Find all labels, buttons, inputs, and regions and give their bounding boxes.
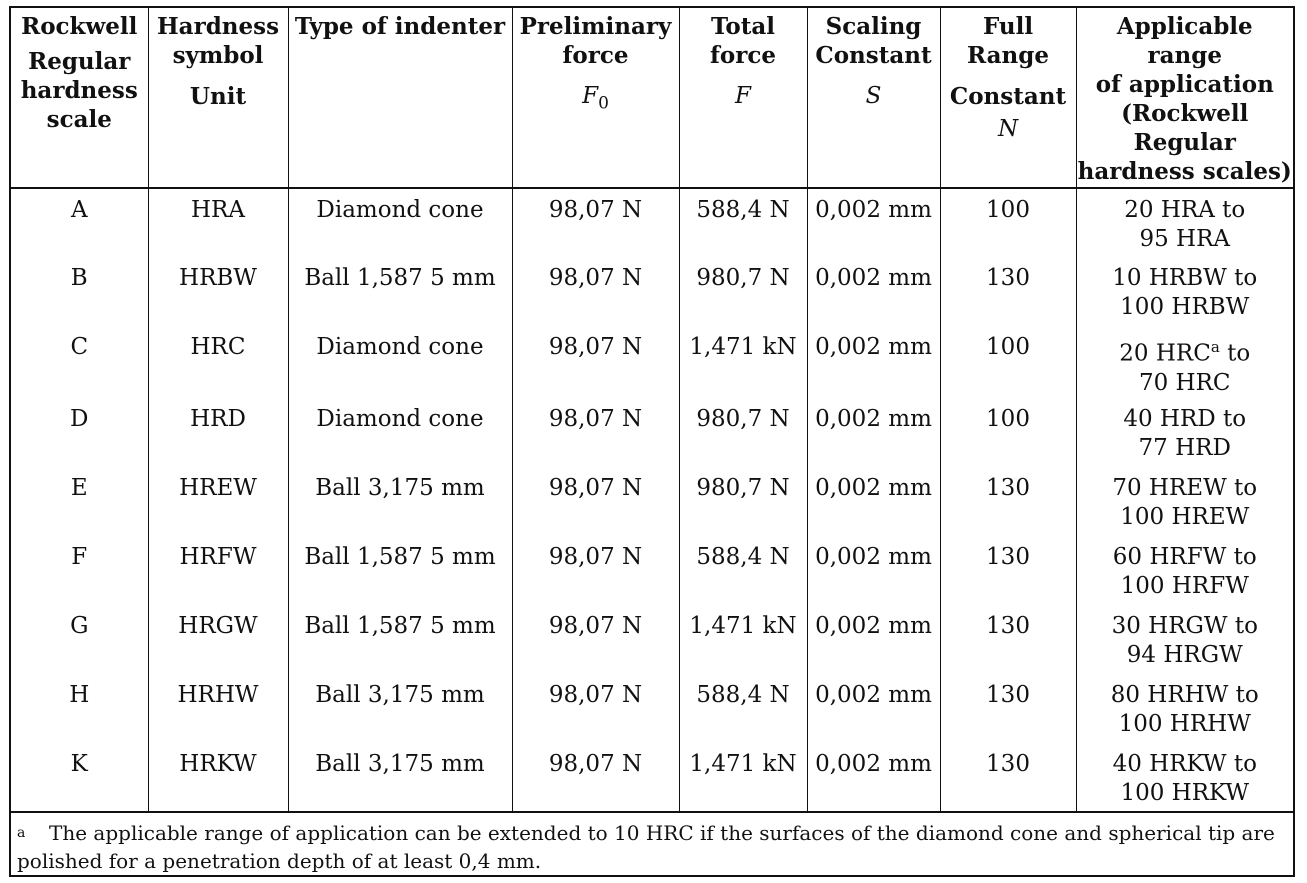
cell-symbol: HRHW <box>147 673 288 743</box>
cell-full-range-constant: 130 <box>939 742 1076 813</box>
cell-full-range-constant: 100 <box>939 326 1076 398</box>
cell-scaling-constant: 0,002 mm <box>806 535 940 605</box>
cell-applicable-range: 40 HRKW to 100 HRKW <box>1075 742 1293 813</box>
cell-scaling-constant: 0,002 mm <box>806 604 940 674</box>
cell-preliminary-force: 98,07 N <box>511 535 679 605</box>
cell-applicable-range: 80 HRHW to 100 HRHW <box>1075 673 1293 743</box>
cell-applicable-range: 10 HRBW to 100 HRBW <box>1075 257 1293 326</box>
table-row: A HRA Diamond cone 98,07 N 588,4 N 0,002… <box>11 188 1293 257</box>
cell-symbol: HRD <box>147 397 288 467</box>
cell-scaling-constant: 0,002 mm <box>806 673 940 743</box>
table-row: K HRKW Ball 3,175 mm 98,07 N 1,471 kN 0,… <box>11 742 1293 813</box>
cell-total-force: 588,4 N <box>678 188 807 257</box>
cell-total-force: 980,7 N <box>678 466 807 536</box>
preliminary-force-symbol: F0 <box>582 83 609 114</box>
cell-scale: D <box>70 405 89 432</box>
cell-indenter: Ball 1,587 5 mm <box>287 535 512 605</box>
cell-total-force: 980,7 N <box>678 397 807 467</box>
footnote-mark: a <box>17 824 26 841</box>
cell-indenter: Ball 1,587 5 mm <box>287 604 512 674</box>
cell-indenter: Ball 3,175 mm <box>287 742 512 813</box>
footnote-text: The applicable range of application can … <box>17 820 1275 873</box>
cell-scaling-constant: 0,002 mm <box>806 466 940 536</box>
cell-preliminary-force: 98,07 N <box>511 326 679 398</box>
header-scale: Rockwell Regular hardness scale <box>11 8 148 189</box>
cell-scale: B <box>70 265 88 291</box>
cell-scale: F <box>71 543 88 570</box>
cell-scale: C <box>70 334 89 360</box>
cell-full-range-constant: 130 <box>939 257 1076 326</box>
header-full-range-constant: Full Range Constant N <box>939 8 1076 189</box>
cell-full-range-constant: 130 <box>939 673 1076 743</box>
header-row: Rockwell Regular hardness scale Hardness… <box>11 8 1293 189</box>
cell-indenter: Ball 3,175 mm <box>287 466 512 536</box>
cell-scale: G <box>70 612 89 639</box>
table-row: D HRD Diamond cone 98,07 N 980,7 N 0,002… <box>11 397 1293 467</box>
cell-applicable-range: 70 HREW to 100 HREW <box>1075 466 1293 536</box>
cell-indenter: Diamond cone <box>287 397 512 467</box>
cell-scale: K <box>11 742 148 813</box>
cell-total-force: 1,471 kN <box>678 742 807 813</box>
cell-symbol: HRFW <box>147 535 288 605</box>
cell-preliminary-force: 98,07 N <box>511 604 679 674</box>
cell-scaling-constant: 0,002 mm <box>806 742 940 813</box>
table-row: C HRC Diamond cone 98,07 N 1,471 kN 0,00… <box>11 326 1293 398</box>
table-row: B HRBW Ball 1,587 5 mm 98,07 N 980,7 N 0… <box>11 257 1293 326</box>
cell-symbol: HRC <box>147 326 288 398</box>
cell-scale: H <box>69 681 90 708</box>
cell-total-force: 588,4 N <box>678 535 807 605</box>
cell-applicable-range: 20 HRA to 95 HRA <box>1075 188 1293 257</box>
table-footnote: a The applicable range of application can… <box>11 813 1293 875</box>
cell-symbol: HRKW <box>147 742 288 813</box>
cell-total-force: 1,471 kN <box>678 326 807 398</box>
cell-scaling-constant: 0,002 mm <box>806 397 940 467</box>
cell-preliminary-force: 98,07 N <box>511 742 679 813</box>
cell-full-range-constant: 130 <box>939 535 1076 605</box>
cell-full-range-constant: 130 <box>939 604 1076 674</box>
cell-applicable-range: 30 HRGW to 94 HRGW <box>1075 604 1293 674</box>
cell-preliminary-force: 98,07 N <box>511 466 679 536</box>
cell-applicable-range: 20 HRCa to 70 HRC <box>1075 326 1293 398</box>
cell-full-range-constant: 100 <box>939 397 1076 467</box>
cell-preliminary-force: 98,07 N <box>511 188 679 257</box>
table-row: H HRHW Ball 3,175 mm 98,07 N 588,4 N 0,0… <box>11 673 1293 743</box>
cell-preliminary-force: 98,07 N <box>511 257 679 326</box>
table-row: F HRFW Ball 1,587 5 mm 98,07 N 588,4 N 0… <box>11 535 1293 605</box>
cell-total-force: 1,471 kN <box>678 604 807 674</box>
cell-total-force: 588,4 N <box>678 673 807 743</box>
cell-preliminary-force: 98,07 N <box>511 397 679 467</box>
cell-indenter: Ball 1,587 5 mm <box>287 257 512 326</box>
header-scaling-constant: Scaling Constant S <box>806 8 940 189</box>
cell-scaling-constant: 0,002 mm <box>806 326 940 398</box>
cell-scaling-constant: 0,002 mm <box>806 188 940 257</box>
cell-preliminary-force: 98,07 N <box>511 673 679 743</box>
cell-total-force: 980,7 N <box>678 257 807 326</box>
table-row: E HREW Ball 3,175 mm 98,07 N 980,7 N 0,0… <box>11 466 1293 536</box>
cell-symbol: HRA <box>147 188 288 257</box>
hardness-scale-table: Rockwell Regular hardness scale Hardness… <box>11 8 1293 813</box>
cell-scaling-constant: 0,002 mm <box>806 257 940 326</box>
cell-full-range-constant: 100 <box>939 188 1076 257</box>
header-indenter: Type of indenter <box>287 8 512 189</box>
cell-indenter: Ball 3,175 mm <box>287 673 512 743</box>
header-total-force: Total force F <box>678 8 807 189</box>
cell-symbol: HRBW <box>147 257 288 326</box>
cell-indenter: Diamond cone <box>287 188 512 257</box>
table-row: G HRGW Ball 1,587 5 mm 98,07 N 1,471 kN … <box>11 604 1293 674</box>
cell-full-range-constant: 130 <box>939 466 1076 536</box>
header-symbol: Hardness symbol Unit <box>147 8 288 189</box>
cell-scale: E <box>70 474 88 501</box>
footnote-ref: a <box>1210 338 1220 356</box>
header-preliminary-force: Preliminary force F0 <box>511 8 679 189</box>
cell-scale: A <box>70 197 88 223</box>
hardness-scale-table-frame: Rockwell Regular hardness scale Hardness… <box>9 6 1295 877</box>
cell-symbol: HRGW <box>147 604 288 674</box>
cell-indenter: Diamond cone <box>287 326 512 398</box>
cell-applicable-range: 60 HRFW to 100 HRFW <box>1075 535 1293 605</box>
cell-applicable-range: 40 HRD to 77 HRD <box>1075 397 1293 467</box>
cell-symbol: HREW <box>147 466 288 536</box>
header-applicable-range: Applicable range of application (Rockwel… <box>1075 8 1293 189</box>
